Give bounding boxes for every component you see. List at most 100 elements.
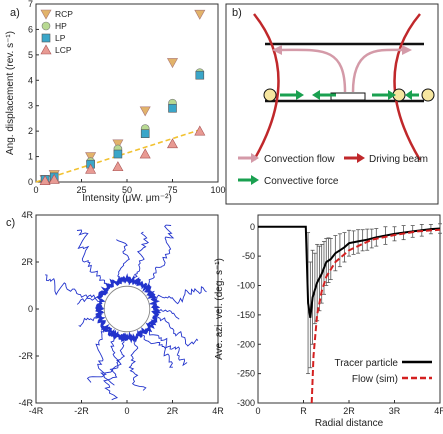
panel-c-trajectory <box>86 327 107 383</box>
panel-d-x-tick-label: 0 <box>255 406 260 416</box>
panel-d-y-tick-label: -250 <box>237 369 255 379</box>
panel-a-y-axis-label: Ang. displacement (rev. s⁻¹) <box>5 31 16 155</box>
panel-a-points <box>39 9 206 186</box>
panel-d-legend-label-1: Flow (sim) <box>352 374 398 385</box>
driving-beam-left <box>252 13 280 161</box>
panel-d-error-bars <box>306 223 442 375</box>
legend-beam-arrowhead <box>357 153 365 163</box>
panel-c-letter: c) <box>6 217 15 229</box>
panel-c-trajectory <box>116 239 130 281</box>
panel-c-trajectory <box>153 316 199 347</box>
panel-c-y-tick-label: 2R <box>21 257 33 267</box>
panel-a-point-lcp <box>166 138 179 149</box>
panel-d-y-tick-label: 0 <box>250 222 255 232</box>
force-arrowhead-4 <box>405 90 412 100</box>
driving-beam-right <box>393 13 422 161</box>
panel-c-particle-outline <box>103 285 151 333</box>
panel-a-y-tick-label: 3 <box>28 101 33 111</box>
panel-d-y-tick-label: -100 <box>237 281 255 291</box>
panel-c-trajectory <box>76 229 111 286</box>
panel-d-x-tick-label: 3R <box>389 406 401 416</box>
panel-c-x-tick-label: 2R <box>167 406 179 416</box>
central-rotor <box>330 92 366 101</box>
panel-a-point-lcp <box>139 148 151 159</box>
panel-d-line-tracer-particle <box>258 225 441 318</box>
panel-c-trajectory <box>45 274 103 301</box>
legend-beam-label: Driving beam <box>369 154 428 165</box>
panel-d-lines <box>258 225 441 404</box>
panel-d-x-tick-label: 4R <box>434 406 443 416</box>
panel-a-point-lp <box>195 70 205 80</box>
panel-a-legend-marker-hp <box>41 21 51 31</box>
panel-c-trajectory <box>153 286 207 305</box>
panel-a-y-tick-label: 1 <box>28 152 33 162</box>
panel-a-letter: a) <box>10 7 20 19</box>
panel-a-y-tick-label: 6 <box>28 24 33 34</box>
panel-a-legend-label-lcp: LCP <box>55 45 72 55</box>
panel-d-velocity: 0 R 2R 3R 4R 0 -50 -100 -150 -200 -250 -300 Tracer … <box>214 214 443 429</box>
panel-a-point-lcp <box>112 161 124 172</box>
panel-a-point-lcp <box>48 173 60 184</box>
force-arrowhead-3 <box>388 90 396 100</box>
panel-a-x-tick-label: 100 <box>210 185 225 195</box>
panel-a-legend-marker-lcp <box>40 44 52 55</box>
panel-d-legend: Tracer particle Flow (sim) <box>334 358 432 385</box>
convection-arrow-right <box>351 48 407 93</box>
panel-a-fit <box>35 129 201 183</box>
panel-d-legend-label-0: Tracer particle <box>334 358 398 369</box>
panel-c-x-tick-label: 0 <box>124 406 129 416</box>
panel-a-scatter: a) 0 25 50 75 100 0 1 2 3 4 5 6 7 RCP HP LP LCP Intensi… <box>5 0 226 204</box>
panel-d-x-tick-label: R <box>300 406 307 416</box>
panel-c-x-tick-label: -2R <box>74 406 89 416</box>
panel-a-fit-line <box>35 129 201 183</box>
panel-a-point-lp <box>168 103 177 113</box>
panel-a-y-tick-label: 5 <box>28 50 33 60</box>
panel-c-x-tick-label: -4R <box>29 406 44 416</box>
panel-a-point-rcp <box>166 58 179 69</box>
panel-a-point-rcp <box>85 152 97 163</box>
panel-c-y-tick-label: 0 <box>28 304 33 314</box>
panel-a-x-axis-label: Intensity (μW. μm⁻²) <box>82 193 172 204</box>
panel-a-point-lp <box>140 129 150 138</box>
panel-d-y-tick-label: -50 <box>242 251 255 261</box>
legend-convection-label: Convection flow <box>264 154 335 165</box>
panel-c-x-tick-label: 4R <box>212 406 224 416</box>
panel-d-y-tick-label: -300 <box>237 398 255 408</box>
panel-c-y-tick-label: -4R <box>18 398 33 408</box>
panel-a-point-lp <box>113 149 123 159</box>
panel-d-line-flow-sim- <box>310 228 441 404</box>
panel-c-trajectories: c) -4R -2R 0 2R 4R 4R 2R 0 -2R -4R <box>6 210 224 416</box>
legend-convection-arrowhead <box>251 153 259 163</box>
panel-c-plot-frame <box>35 214 219 404</box>
panel-c-trajectory <box>140 334 188 367</box>
panel-a-point-rcp <box>139 106 151 117</box>
panel-c-trajectory-group <box>45 224 207 401</box>
force-arrowhead-2 <box>312 90 320 100</box>
panel-b-frame <box>225 3 439 205</box>
legend-force-label: Convective force <box>264 176 339 187</box>
panel-c-trajectory <box>76 294 100 305</box>
panel-a-x-tick-label: 50 <box>122 185 132 195</box>
panel-a-legend: RCP HP LP LCP <box>40 9 73 55</box>
panel-d-y-tick-label: -150 <box>237 310 255 320</box>
panel-a-y-tick-label: 2 <box>28 126 33 136</box>
panel-a-x-tick-label: 25 <box>76 185 86 195</box>
panel-a-y-tick-label: 4 <box>28 75 33 85</box>
panel-b-diagram: b) Convection flow Driving beam <box>225 3 439 205</box>
panel-c-trajectory <box>132 231 150 281</box>
panel-c-y-tick-label: -2R <box>18 351 33 361</box>
panel-a-y-tick-label: 7 <box>28 0 33 9</box>
panel-a-point-lcp <box>39 175 51 186</box>
panel-c-trajectory <box>155 308 180 320</box>
panel-c-trajectory <box>148 327 173 368</box>
panel-a-point-rcp <box>112 139 124 150</box>
panel-c-trajectory <box>103 335 120 401</box>
panel-a-legend-label-rcp: RCP <box>55 9 73 19</box>
panel-c-trajectory <box>78 315 100 328</box>
panel-a-legend-label-hp: HP <box>55 21 67 31</box>
panel-d-y-axis-label: Ave. azi. vel. (deg. s⁻¹) <box>214 258 225 360</box>
panel-a-x-tick-label: 0 <box>33 185 38 195</box>
panel-a-ticks: 0 25 50 75 100 0 1 2 3 4 5 6 7 <box>28 0 226 195</box>
panel-a-point-rcp <box>194 9 206 20</box>
